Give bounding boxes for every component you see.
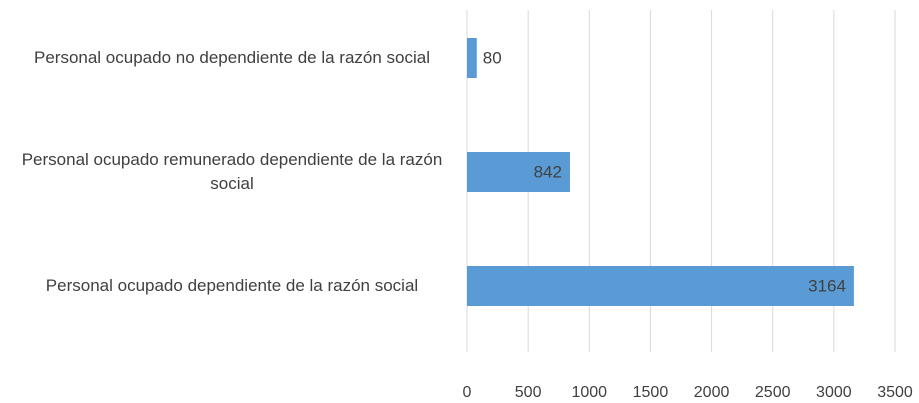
category-label: Personal ocupado no dependiente de la ra… xyxy=(33,48,430,67)
data-label: 3164 xyxy=(808,276,846,295)
x-tick-label: 1000 xyxy=(571,384,607,401)
x-tick-label: 3000 xyxy=(816,384,852,401)
bar xyxy=(467,266,854,306)
bar xyxy=(467,38,477,78)
x-tick-label: 1500 xyxy=(633,384,669,401)
x-tick-label: 0 xyxy=(463,384,472,401)
category-label: Personal ocupado remunerado dependiente … xyxy=(21,150,443,193)
data-label: 842 xyxy=(534,162,562,181)
x-tick-label: 3500 xyxy=(877,384,913,401)
bar xyxy=(467,152,570,192)
x-tick-label: 2000 xyxy=(694,384,730,401)
category-label: Personal ocupado dependiente de la razón… xyxy=(45,276,419,295)
x-tick-label: 2500 xyxy=(755,384,791,401)
data-label: 80 xyxy=(483,48,502,67)
x-tick-label: 500 xyxy=(515,384,542,401)
